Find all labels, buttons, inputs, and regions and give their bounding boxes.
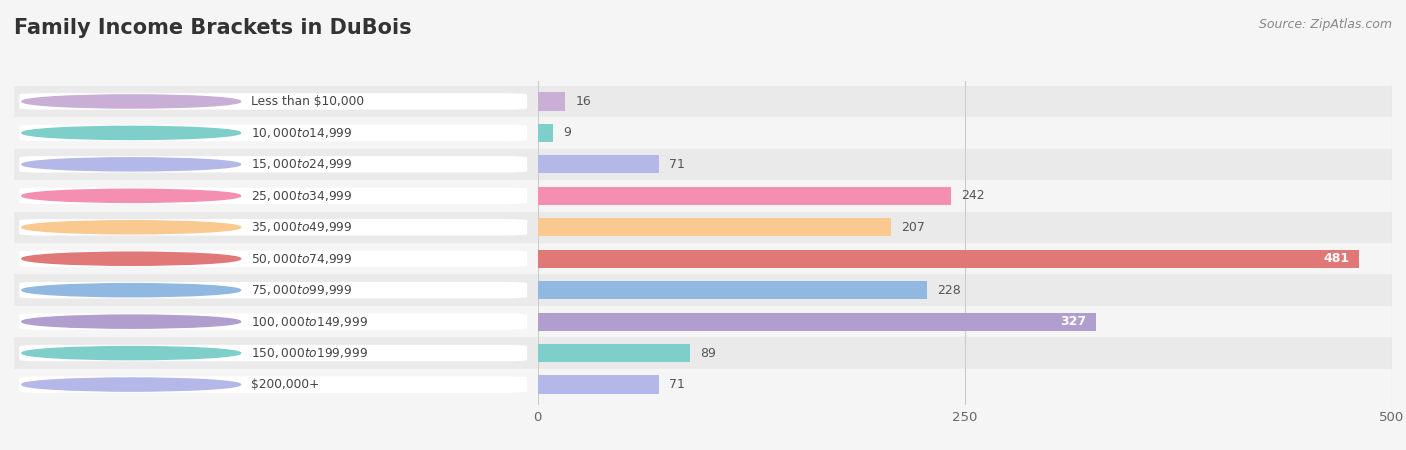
Bar xyxy=(14,243,537,274)
Bar xyxy=(537,86,1392,117)
Bar xyxy=(537,218,891,236)
Circle shape xyxy=(22,284,240,297)
Text: Source: ZipAtlas.com: Source: ZipAtlas.com xyxy=(1258,18,1392,31)
FancyBboxPatch shape xyxy=(20,219,527,235)
Bar xyxy=(537,369,1392,400)
Bar xyxy=(14,148,537,180)
Text: $75,000 to $99,999: $75,000 to $99,999 xyxy=(252,283,353,297)
Circle shape xyxy=(22,346,240,360)
FancyBboxPatch shape xyxy=(20,314,527,330)
Bar xyxy=(14,180,537,211)
Circle shape xyxy=(22,126,240,140)
Bar xyxy=(14,117,537,148)
Bar xyxy=(14,306,537,338)
FancyBboxPatch shape xyxy=(20,93,527,110)
Text: $35,000 to $49,999: $35,000 to $49,999 xyxy=(252,220,353,234)
Circle shape xyxy=(22,220,240,234)
FancyBboxPatch shape xyxy=(20,188,527,204)
Bar xyxy=(537,212,1392,243)
Bar xyxy=(537,274,1392,306)
Bar xyxy=(14,274,537,306)
Bar xyxy=(537,375,659,394)
Text: 16: 16 xyxy=(575,95,591,108)
Bar xyxy=(537,344,690,362)
Bar xyxy=(14,338,537,369)
Text: Family Income Brackets in DuBois: Family Income Brackets in DuBois xyxy=(14,18,412,38)
Bar xyxy=(537,243,1392,274)
Text: Less than $10,000: Less than $10,000 xyxy=(252,95,364,108)
Text: 207: 207 xyxy=(901,221,925,234)
Text: $15,000 to $24,999: $15,000 to $24,999 xyxy=(252,158,353,171)
Text: $200,000+: $200,000+ xyxy=(252,378,319,391)
FancyBboxPatch shape xyxy=(20,282,527,298)
Text: $25,000 to $34,999: $25,000 to $34,999 xyxy=(252,189,353,203)
Circle shape xyxy=(22,378,240,391)
Bar xyxy=(537,124,553,142)
Text: 71: 71 xyxy=(669,158,685,171)
FancyBboxPatch shape xyxy=(20,125,527,141)
Bar xyxy=(537,148,1392,180)
Bar xyxy=(537,250,1360,268)
Circle shape xyxy=(22,95,240,108)
Text: $10,000 to $14,999: $10,000 to $14,999 xyxy=(252,126,353,140)
Circle shape xyxy=(22,189,240,202)
Bar xyxy=(537,92,565,111)
Circle shape xyxy=(22,158,240,171)
FancyBboxPatch shape xyxy=(20,376,527,393)
Bar xyxy=(537,281,927,299)
Text: $50,000 to $74,999: $50,000 to $74,999 xyxy=(252,252,353,266)
Text: $150,000 to $199,999: $150,000 to $199,999 xyxy=(252,346,368,360)
Bar xyxy=(14,369,537,400)
Text: 89: 89 xyxy=(700,346,716,360)
FancyBboxPatch shape xyxy=(20,345,527,361)
Bar xyxy=(537,312,1097,331)
Circle shape xyxy=(22,315,240,328)
Text: 71: 71 xyxy=(669,378,685,391)
Bar xyxy=(14,86,537,117)
Bar xyxy=(537,155,659,174)
Text: $100,000 to $149,999: $100,000 to $149,999 xyxy=(252,315,368,328)
Bar xyxy=(14,212,537,243)
Circle shape xyxy=(22,252,240,266)
Text: 228: 228 xyxy=(938,284,962,297)
Text: 242: 242 xyxy=(962,189,986,202)
Text: 481: 481 xyxy=(1323,252,1350,265)
Bar xyxy=(537,187,950,205)
Text: 9: 9 xyxy=(564,126,571,140)
Bar xyxy=(537,306,1392,338)
Bar xyxy=(537,338,1392,369)
Text: 327: 327 xyxy=(1060,315,1085,328)
Bar xyxy=(537,117,1392,148)
FancyBboxPatch shape xyxy=(20,156,527,172)
Bar xyxy=(537,180,1392,211)
FancyBboxPatch shape xyxy=(20,251,527,267)
